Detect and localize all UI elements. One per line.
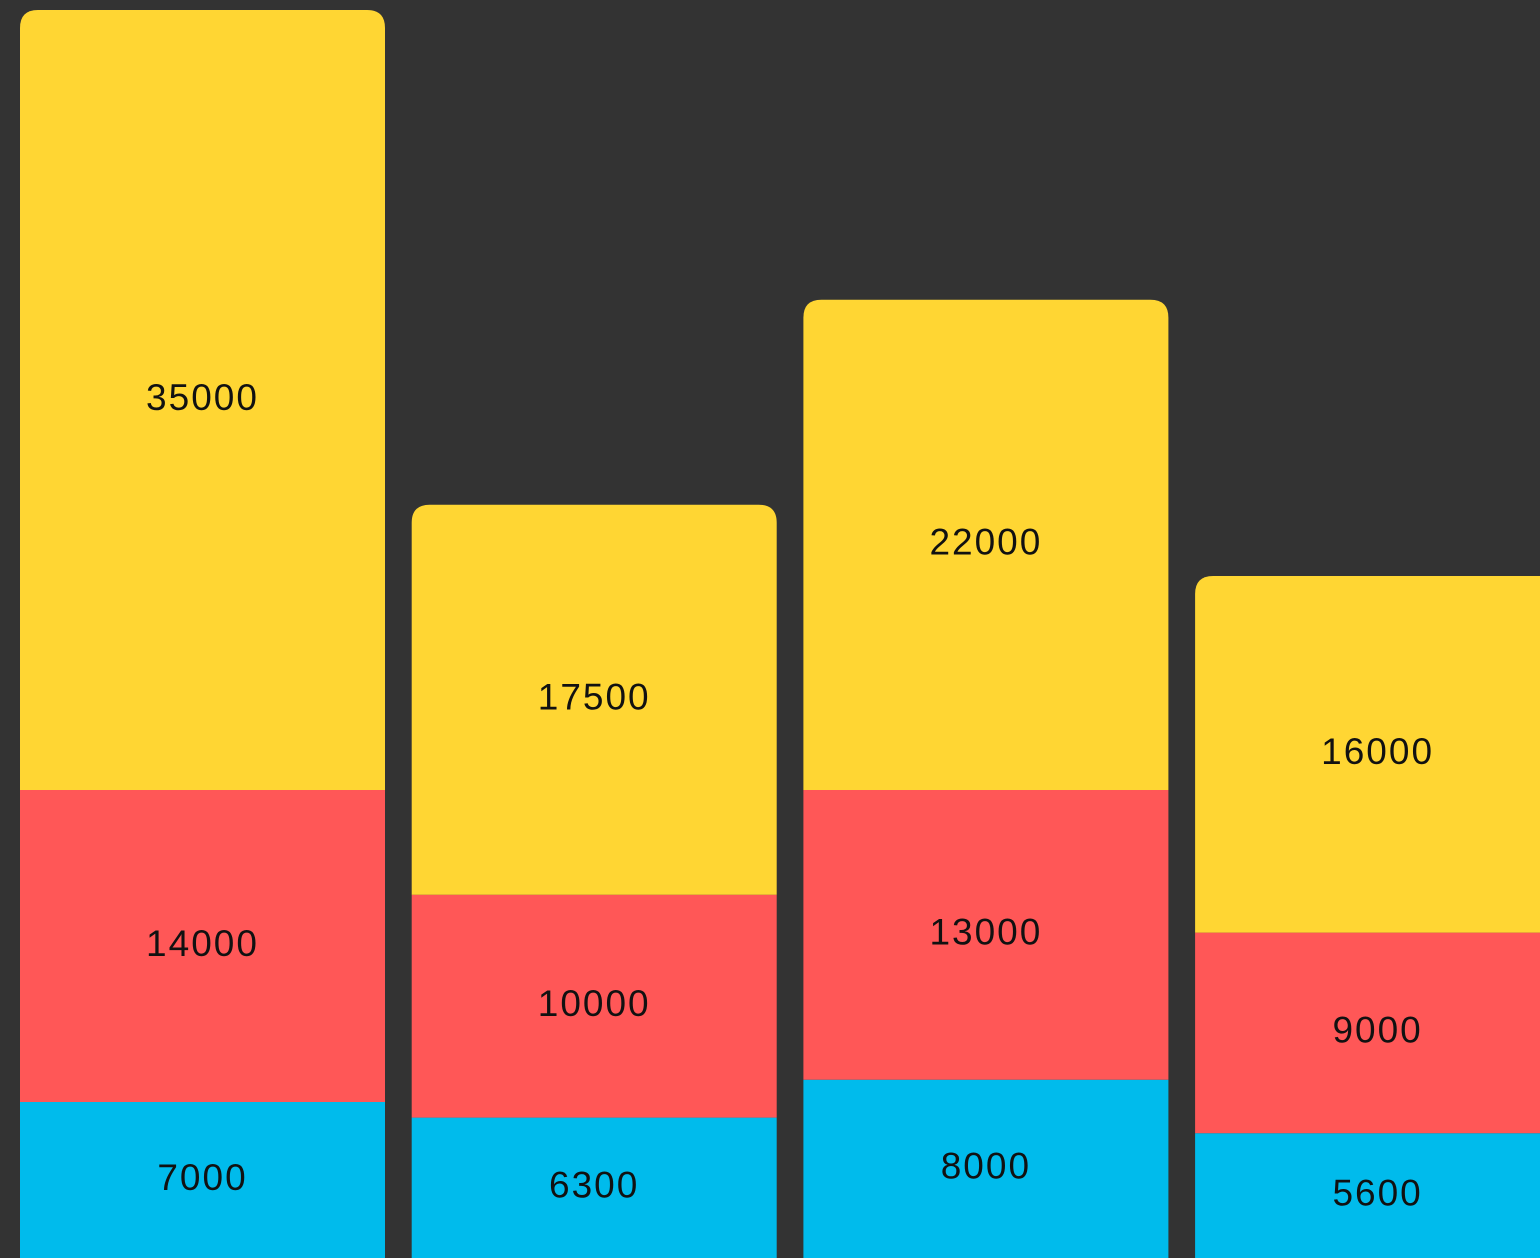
bar-segment: [20, 10, 385, 790]
value-label: 10000: [538, 983, 651, 1024]
value-label: 35000: [146, 377, 259, 418]
bar-segment: [803, 1079, 1169, 1258]
bar-segment: [411, 1117, 777, 1258]
value-label: 16000: [1321, 731, 1434, 772]
value-label: 7000: [157, 1157, 247, 1198]
value-label: 8000: [941, 1146, 1031, 1187]
bar-segment: [20, 790, 385, 1102]
value-label: 17500: [538, 677, 651, 718]
value-label: 5600: [1332, 1172, 1422, 1213]
value-label: 9000: [1332, 1010, 1422, 1051]
bar-segment: [411, 504, 777, 895]
value-label: 13000: [929, 912, 1042, 953]
bar-segment: [803, 299, 1169, 790]
bar-segment: [411, 894, 777, 1118]
bar-segment: [803, 790, 1169, 1080]
bar-segment: [1195, 932, 1540, 1134]
bar-segment: [20, 1102, 385, 1258]
value-label: 6300: [549, 1165, 639, 1206]
value-label: 22000: [929, 522, 1042, 563]
value-label: 14000: [146, 923, 259, 964]
bar-segment: [1195, 1133, 1540, 1258]
bar-segment: [1195, 576, 1540, 933]
